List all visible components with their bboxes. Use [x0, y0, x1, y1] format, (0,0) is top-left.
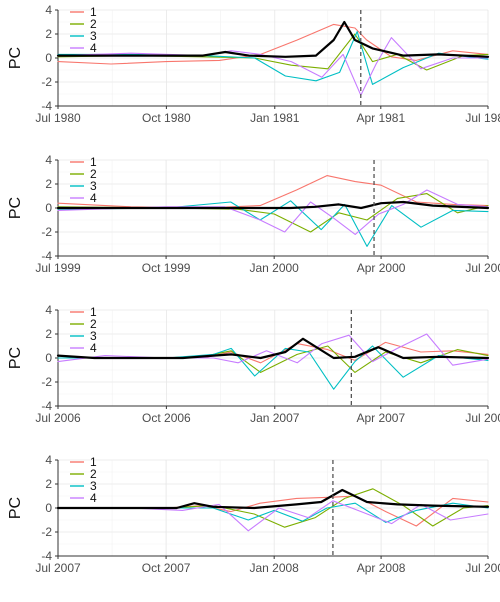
y-axis-label: PC [7, 347, 24, 369]
x-tick-label: Jul 2007 [465, 411, 500, 425]
x-tick-label: Jan 2008 [249, 561, 299, 575]
y-tick-label: -2 [41, 75, 52, 89]
x-tick-label: Jan 2007 [250, 411, 300, 425]
y-tick-label: -4 [41, 249, 52, 263]
x-tick-label: Jul 2000 [465, 261, 500, 275]
legend-label-4: 4 [90, 341, 97, 355]
y-tick-label: -4 [41, 99, 52, 113]
y-tick-label: 2 [45, 477, 52, 491]
y-tick-label: -2 [41, 525, 52, 539]
x-tick-label: Apr 1981 [356, 111, 405, 125]
legend-label-2: 2 [90, 467, 97, 481]
x-tick-label: Jan 2000 [249, 261, 299, 275]
legend-label-2: 2 [90, 167, 97, 181]
legend-label-3: 3 [90, 329, 97, 343]
series-line-mean [56, 337, 490, 360]
x-tick-label: Oct 1980 [142, 111, 191, 125]
legend-label-3: 3 [90, 29, 97, 43]
series-line-4 [57, 189, 489, 235]
x-tick-label: Jul 1999 [35, 261, 81, 275]
y-tick-label: 2 [45, 177, 52, 191]
y-tick-label: 4 [45, 303, 52, 317]
y-tick-label: -2 [41, 225, 52, 239]
y-tick-label: 0 [45, 201, 52, 215]
series-line-2 [57, 33, 489, 71]
series-line-mean [56, 20, 490, 58]
y-axis-label: PC [7, 497, 24, 519]
x-tick-label: Jul 1980 [35, 111, 81, 125]
legend-label-4: 4 [90, 491, 97, 505]
y-tick-label: 4 [45, 3, 52, 17]
legend-label-3: 3 [90, 179, 97, 193]
x-tick-label: Jan 1981 [250, 111, 300, 125]
y-tick-label: -4 [41, 549, 52, 563]
y-tick-label: 0 [45, 51, 52, 65]
series-line-3 [57, 345, 489, 390]
x-tick-label: Apr 2008 [357, 561, 406, 575]
y-tick-label: 0 [45, 501, 52, 515]
legend-label-1: 1 [90, 5, 97, 19]
x-tick-label: Apr 2007 [356, 411, 405, 425]
y-tick-label: -2 [41, 375, 52, 389]
x-tick-label: Oct 1999 [142, 261, 191, 275]
y-axis-label: PC [7, 197, 24, 219]
x-tick-label: Jul 1981 [465, 111, 500, 125]
x-tick-label: Apr 2000 [357, 261, 406, 275]
legend-label-2: 2 [90, 317, 97, 331]
series-line-3 [57, 502, 489, 523]
series-line-1 [57, 23, 489, 65]
y-axis-label: PC [7, 47, 24, 69]
y-tick-label: 0 [45, 351, 52, 365]
legend-label-4: 4 [90, 41, 97, 55]
series-line-mean [56, 200, 490, 210]
legend-label-1: 1 [90, 155, 97, 169]
y-tick-label: 4 [45, 153, 52, 167]
x-tick-label: Jul 2007 [35, 561, 81, 575]
x-tick-label: Oct 2006 [142, 411, 191, 425]
y-tick-label: 2 [45, 27, 52, 41]
legend-label-1: 1 [90, 305, 97, 319]
y-tick-label: 4 [45, 453, 52, 467]
legend-label-2: 2 [90, 17, 97, 31]
x-tick-label: Jul 2008 [465, 561, 500, 575]
x-tick-label: Jul 2006 [35, 411, 81, 425]
series-line-mean [56, 488, 490, 510]
legend-label-4: 4 [90, 191, 97, 205]
legend-label-1: 1 [90, 455, 97, 469]
legend-label-3: 3 [90, 479, 97, 493]
y-tick-label: -4 [41, 399, 52, 413]
series-line-4 [57, 333, 489, 366]
y-tick-label: 2 [45, 327, 52, 341]
x-tick-label: Oct 2007 [142, 561, 191, 575]
